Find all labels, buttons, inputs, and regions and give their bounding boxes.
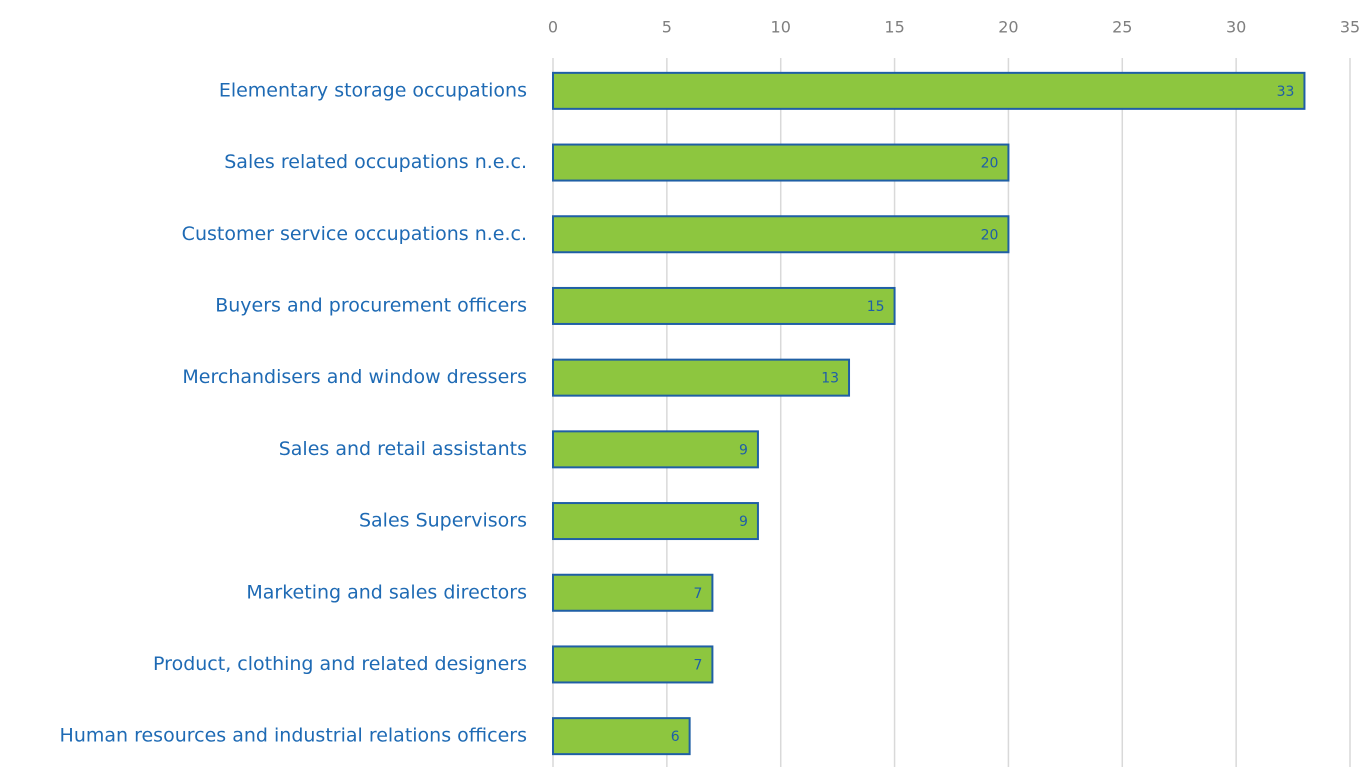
y-tick-label: Customer service occupations n.e.c. (182, 223, 527, 245)
value-label: 7 (693, 586, 702, 602)
y-tick-label: Merchandisers and window dressers (182, 366, 527, 388)
bar (552, 573, 714, 612)
bar (552, 358, 851, 397)
value-label: 9 (739, 442, 748, 458)
bar (552, 215, 1010, 254)
y-tick-label: Sales Supervisors (359, 510, 527, 532)
value-label: 33 (1277, 84, 1295, 100)
bar (552, 286, 896, 325)
value-label: 13 (821, 371, 839, 387)
value-label: 20 (981, 156, 999, 172)
x-tick-label: 25 (1112, 18, 1132, 37)
y-tick-label: Human resources and industrial relations… (60, 725, 527, 747)
bar (552, 143, 1010, 182)
value-label: 6 (671, 729, 680, 745)
value-label: 15 (867, 299, 885, 315)
x-tick-label: 30 (1226, 18, 1246, 37)
x-tick-label: 35 (1340, 18, 1360, 37)
y-tick-label: Marketing and sales directors (246, 581, 527, 603)
bar (552, 645, 714, 684)
bar (552, 717, 691, 756)
x-tick-label: 15 (884, 18, 904, 37)
y-tick-label: Sales and retail assistants (279, 438, 527, 460)
bar (552, 71, 1306, 110)
y-tick-label: Sales related occupations n.e.c. (224, 151, 527, 173)
x-tick-label: 5 (662, 18, 672, 37)
value-label: 7 (693, 657, 702, 673)
y-tick-label: Buyers and procurement officers (215, 294, 527, 316)
x-tick-label: 20 (998, 18, 1018, 37)
x-tick-label: 10 (771, 18, 791, 37)
bar (552, 430, 759, 469)
y-tick-label: Product, clothing and related designers (153, 653, 527, 675)
y-tick-label: Elementary storage occupations (219, 79, 527, 101)
value-label: 20 (981, 227, 999, 243)
x-tick-label: 0 (548, 18, 558, 37)
value-label: 9 (739, 514, 748, 530)
bar (552, 502, 759, 541)
